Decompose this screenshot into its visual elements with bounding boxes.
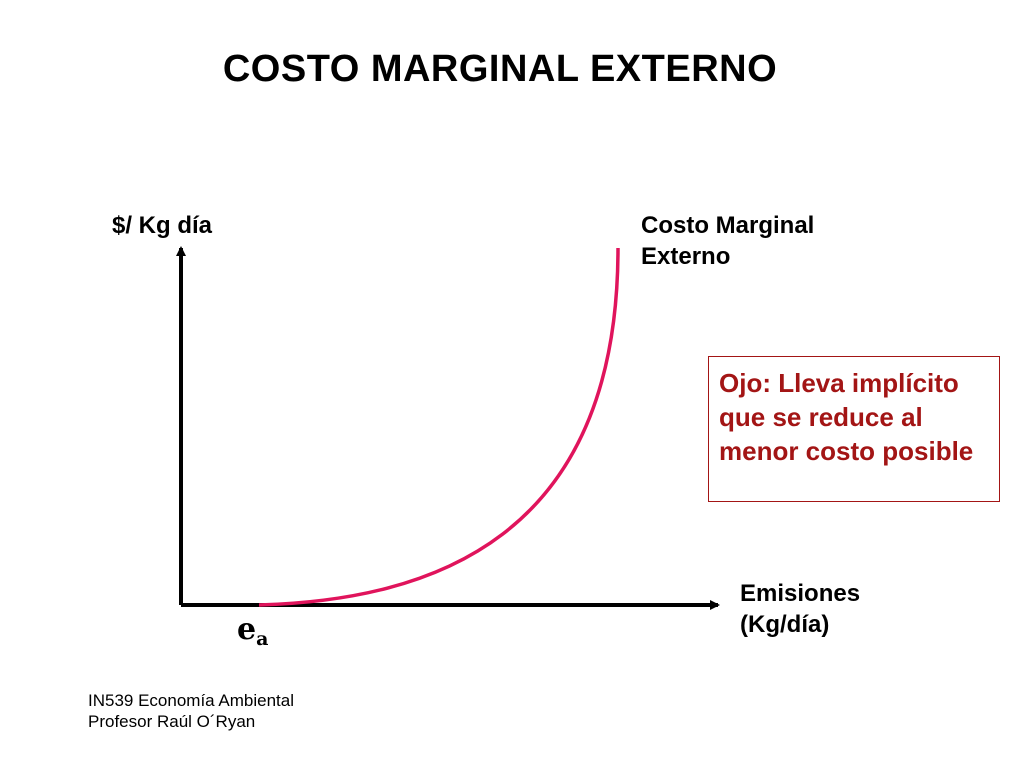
external-marginal-cost-curve <box>258 247 620 607</box>
x-axis-label-line1: Emisiones <box>740 580 861 607</box>
curve-label-line2: Externo <box>641 243 731 270</box>
origin-label-subscript: a <box>256 628 269 650</box>
curve-label: Costo Marginal Externo <box>641 210 814 272</box>
curve-label-line1: Costo Marginal <box>641 212 815 239</box>
footer-course: IN539 Economía Ambiental <box>88 691 295 710</box>
x-axis-label: Emisiones (Kg/día) <box>740 578 860 640</box>
y-axis-label: $/ Kg día <box>112 212 213 239</box>
note-box: Ojo: Lleva implícito que se reduce al me… <box>708 356 1000 502</box>
origin-label-main: e <box>237 612 257 647</box>
x-axis-label-line2: (Kg/día) <box>740 611 830 638</box>
slide-title: COSTO MARGINAL EXTERNO <box>222 48 778 90</box>
footer: IN539 Economía Ambiental Profesor Raúl O… <box>88 690 294 732</box>
origin-label: ea <box>237 612 268 650</box>
footer-professor: Profesor Raúl O´Ryan <box>88 712 256 731</box>
